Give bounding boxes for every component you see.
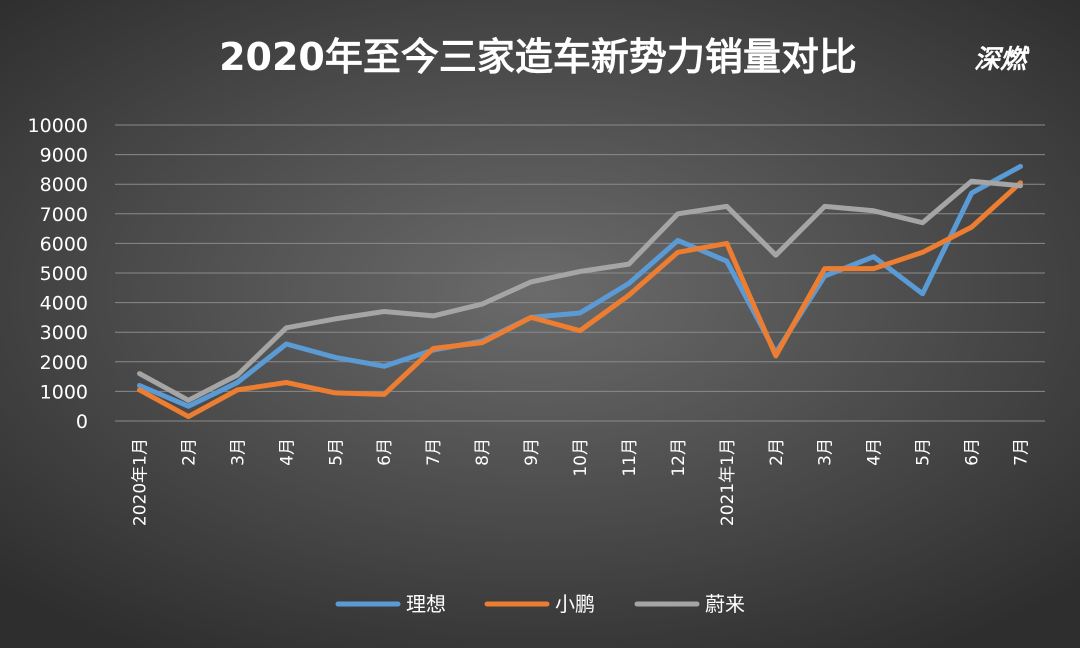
y-tick-label: 9000 <box>40 145 88 167</box>
x-tick-label: 7月 <box>1012 438 1032 466</box>
x-tick-label: 2021年1月 <box>718 438 738 526</box>
x-tick-label: 5月 <box>914 438 934 466</box>
y-tick-label: 6000 <box>40 233 88 255</box>
x-tick-label: 4月 <box>865 438 885 466</box>
y-tick-label: 7000 <box>40 204 88 226</box>
x-tick-label: 10月 <box>571 438 591 477</box>
logo: 深燃 <box>974 45 1030 75</box>
chart-title: 2020年至今三家造车新势力销量对比 <box>219 35 857 79</box>
legend-label-2: 蔚来 <box>705 592 745 616</box>
y-tick-label: 1000 <box>40 381 88 403</box>
x-tick-label: 3月 <box>816 438 836 466</box>
y-tick-label: 3000 <box>40 322 88 344</box>
x-tick-label: 2020年1月 <box>130 438 150 526</box>
x-tick-label: 8月 <box>473 438 493 466</box>
x-axis-ticks: 2020年1月 2月 3月 4月 5月 6月 7月 8月 9月 10月 11月 12月 2021年1月 2… <box>130 438 1031 526</box>
x-tick-label: 6月 <box>375 438 395 466</box>
x-tick-label: 11月 <box>620 438 640 477</box>
x-tick-label: 4月 <box>277 438 297 466</box>
x-tick-label: 5月 <box>326 438 346 466</box>
y-tick-label: 8000 <box>40 174 88 196</box>
series-line-1 <box>137 180 1023 420</box>
legend: 理想 小鹏 蔚来 <box>335 592 745 616</box>
x-tick-label: 9月 <box>522 438 542 466</box>
series-line-2 <box>137 178 1023 403</box>
x-tick-label: 7月 <box>424 438 444 466</box>
x-tick-label: 2月 <box>767 438 787 466</box>
y-tick-label: 5000 <box>40 263 88 285</box>
x-tick-label: 2月 <box>179 438 199 466</box>
y-tick-label: 2000 <box>40 352 88 374</box>
legend-label-0: 理想 <box>406 592 446 616</box>
y-tick-label: 4000 <box>40 293 88 315</box>
y-tick-label: 0 <box>76 411 88 433</box>
y-tick-label: 10000 <box>28 115 88 137</box>
legend-label-1: 小鹏 <box>555 592 595 616</box>
x-tick-label: 12月 <box>669 438 689 477</box>
y-axis-ticks: 0 1000 2000 3000 4000 5000 6000 7000 8000 9000 100… <box>28 115 88 433</box>
x-tick-label: 6月 <box>963 438 983 466</box>
x-tick-label: 3月 <box>228 438 248 466</box>
series-lines <box>137 163 1023 420</box>
series-line-0 <box>137 163 1023 409</box>
